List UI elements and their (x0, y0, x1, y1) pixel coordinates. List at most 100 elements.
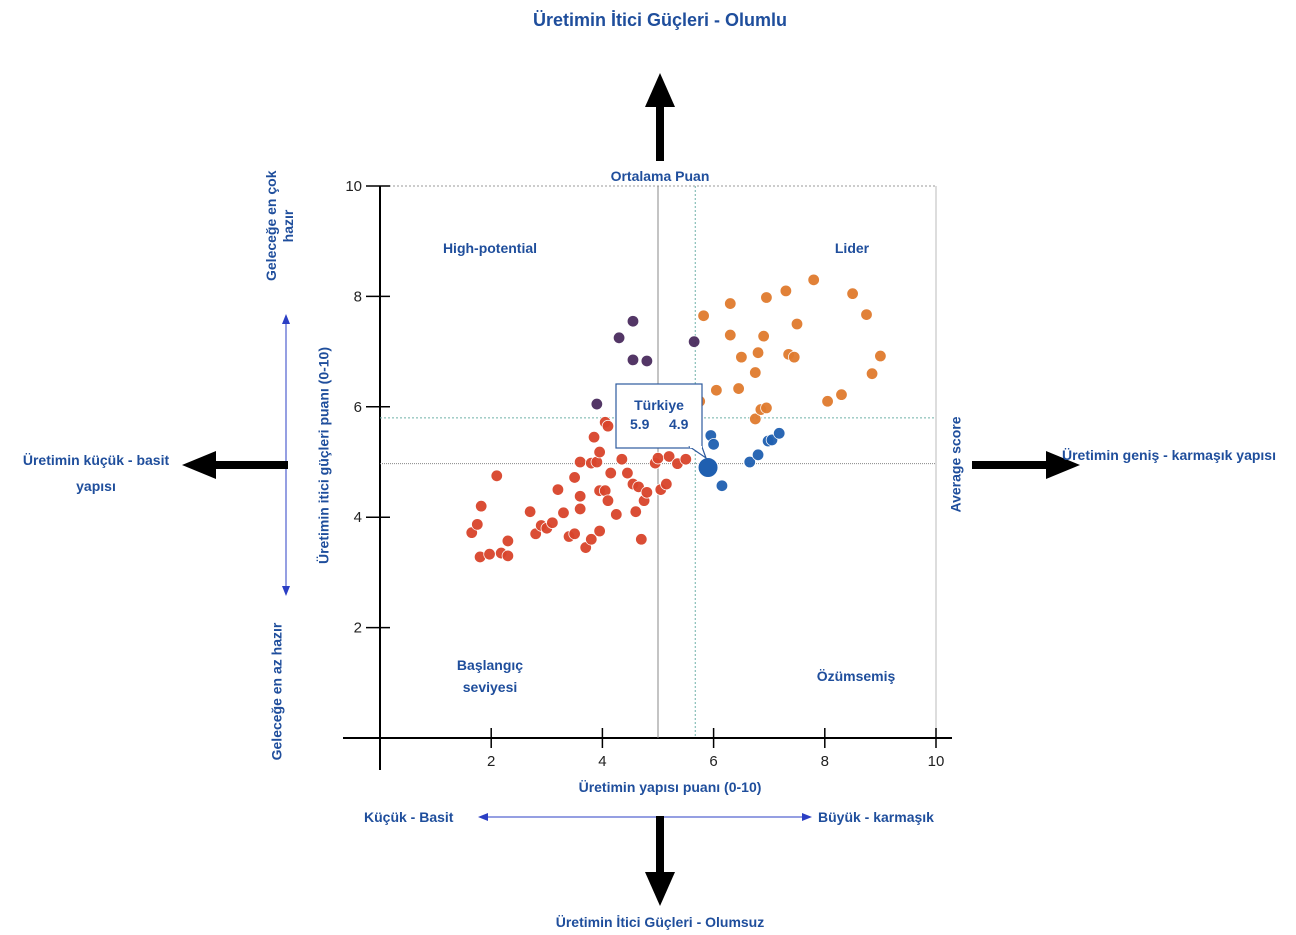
data-point (732, 382, 745, 395)
average-score-vertical: Average score (947, 416, 964, 513)
data-point (474, 499, 488, 513)
arrow-up-icon (645, 73, 675, 161)
x-tick-label: 4 (598, 753, 606, 770)
callout-x: 5.9 (630, 416, 650, 432)
data-point (587, 430, 601, 444)
left-title: Üretimin küçük - basit yapısı (4, 447, 188, 499)
arrow-right-icon (972, 451, 1080, 479)
top-title: Üretimin İtici Güçleri - Olumlu (532, 10, 788, 30)
x-tick-label: 10 (928, 753, 945, 770)
data-point (773, 427, 786, 440)
bottom-title: Üretimin İtici Güçleri - Olumsuz (555, 914, 765, 930)
data-point (573, 455, 587, 469)
data-point (724, 328, 737, 342)
data-point (707, 438, 720, 451)
left-title-line2: yapısı (76, 478, 116, 494)
data-points (465, 273, 887, 564)
data-point (724, 297, 737, 310)
y-axis-ticks: 2 4 6 8 10 (345, 178, 390, 637)
data-point (662, 450, 676, 463)
data-point (710, 384, 723, 397)
data-point (760, 401, 773, 415)
y-tick-label: 10 (345, 178, 362, 195)
x-left-note: Küçük - Basit (364, 809, 454, 825)
data-point (790, 317, 804, 331)
data-point (546, 516, 559, 529)
data-point (568, 527, 581, 540)
data-point (612, 331, 626, 345)
x-tick-label: 8 (821, 753, 829, 770)
left-title-line1: Üretimin küçük - basit (22, 452, 170, 468)
data-point (573, 502, 587, 516)
x-tick-label: 2 (487, 753, 495, 770)
data-point (523, 505, 537, 518)
quadrant-bottom-left-line2: seviyesi (462, 679, 518, 695)
data-point (490, 469, 503, 483)
data-point (557, 506, 570, 519)
data-point (651, 451, 665, 465)
data-point (640, 486, 654, 499)
data-point (593, 524, 606, 538)
data-point (749, 412, 762, 426)
y-top-note: Geleceğe en çok hazır (263, 170, 297, 281)
y-top-note-line1: Geleceğe en çok (263, 170, 279, 281)
data-point (697, 309, 710, 322)
data-point (788, 350, 801, 364)
turkiye-callout (615, 383, 708, 460)
data-point (471, 518, 484, 531)
x-axis-ticks: 2 4 6 8 10 (487, 728, 944, 770)
data-point (715, 479, 729, 492)
y-top-note-line2: hazır (280, 209, 296, 243)
data-point (568, 471, 581, 484)
data-point (749, 366, 762, 379)
callout-name: Türkiye (634, 397, 684, 413)
data-point (501, 549, 515, 563)
quadrant-bottom-left-line1: Başlangıç (456, 657, 524, 673)
data-point (626, 315, 640, 328)
data-point (621, 466, 634, 480)
data-point-highlight (697, 457, 719, 479)
x-axis-label: Üretimin yapısı puanı (0-10) (578, 779, 762, 795)
data-point (601, 494, 615, 507)
data-point (835, 388, 848, 401)
data-point (865, 367, 879, 380)
data-point (874, 349, 887, 363)
data-point (610, 508, 623, 521)
data-point (760, 291, 773, 304)
data-point (615, 453, 629, 466)
data-point (573, 490, 587, 503)
data-point (687, 335, 701, 348)
data-point (601, 419, 615, 433)
x-right-note: Büyük - karmaşık (818, 809, 934, 825)
data-point (640, 354, 654, 368)
data-point (660, 477, 673, 491)
data-point (483, 547, 496, 561)
data-point (807, 273, 820, 287)
data-point (751, 346, 765, 359)
y-tick-label: 6 (354, 399, 362, 416)
callout-y: 4.9 (669, 416, 689, 432)
data-point (626, 353, 640, 367)
right-title: Üretimin geniş - karmaşık yapısı (1062, 447, 1276, 463)
data-point (751, 448, 765, 462)
data-point (779, 284, 793, 298)
data-point (757, 329, 770, 343)
data-point (679, 453, 693, 466)
double-arrow-horizontal (478, 813, 812, 821)
y-tick-label: 2 (354, 620, 362, 637)
quadrant-top-left-label: High-potential (442, 240, 538, 256)
data-point (593, 445, 606, 459)
y-tick-label: 4 (354, 509, 362, 526)
data-point (860, 308, 873, 321)
quadrant-bottom-left-label: Başlangıç seviyesi (430, 654, 550, 698)
data-point (551, 483, 565, 496)
data-point (590, 397, 604, 411)
quadrant-top-right-label: Lider (834, 240, 870, 256)
data-point (585, 533, 598, 546)
average-score-horizontal: Ortalama Puan (610, 168, 710, 184)
data-point (635, 533, 648, 546)
double-arrow-vertical (282, 314, 290, 596)
arrow-down-icon (645, 816, 675, 906)
data-point (501, 534, 515, 548)
